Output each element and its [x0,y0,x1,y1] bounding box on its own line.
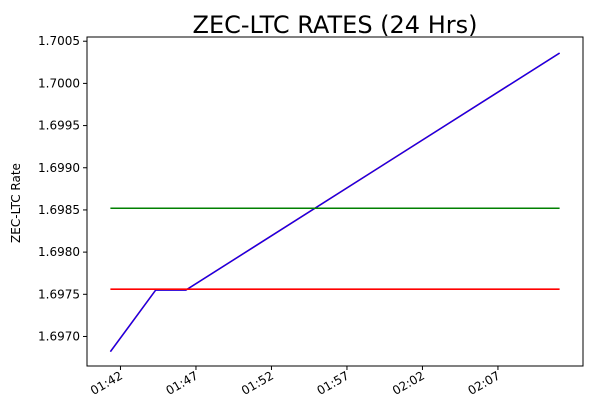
x-tick-label: 01:42 [88,368,125,397]
y-tick-label: 1.6985 [38,203,80,217]
x-tick-label: 01:52 [239,368,276,397]
y-ticks: 1.6970 1.6975 1.6980 1.6985 1.6990 1.6995 1.70… [38,34,87,343]
x-tick-label: 01:57 [314,368,351,397]
series-line-1 [109,52,560,352]
series-layer [109,52,561,353]
series-line-0 [109,52,561,353]
y-tick-label: 1.6995 [38,119,80,133]
axes-layer [86,36,584,367]
y-tick-label: 1.6975 [38,287,80,301]
x-ticks: 01:42 01:47 01:52 01:57 02:02 02:07 [88,366,502,398]
plot-frame [86,36,584,367]
x-tick-label: 02:02 [390,368,427,397]
y-tick-label: 1.6990 [38,161,80,175]
y-tick-label: 1.6970 [38,329,80,343]
y-tick-label: 1.7005 [38,34,80,48]
chart-title: ZEC-LTC RATES (24 Hrs) [193,11,478,39]
y-axis-label: ZEC-LTC Rate [9,163,23,243]
x-tick-label: 02:07 [465,368,502,397]
y-tick-label: 1.6980 [38,245,80,259]
x-tick-label: 01:47 [164,368,201,397]
y-tick-label: 1.7000 [38,76,80,90]
